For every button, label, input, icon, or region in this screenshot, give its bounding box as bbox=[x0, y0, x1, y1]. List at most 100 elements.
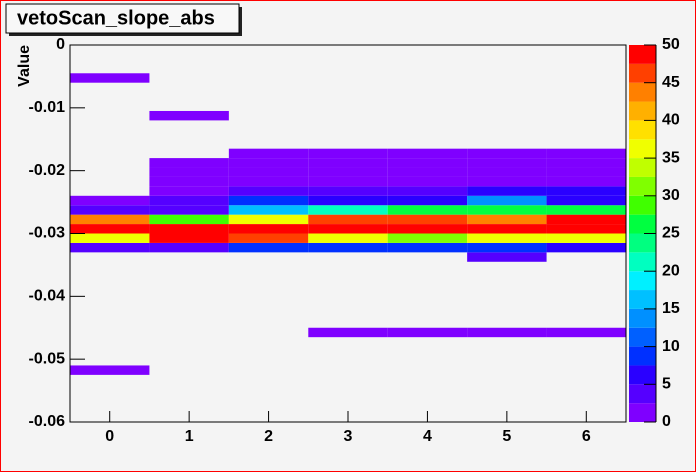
cell bbox=[228, 148, 309, 159]
palette-box bbox=[629, 327, 656, 347]
cell bbox=[387, 233, 468, 243]
cell bbox=[467, 148, 547, 159]
cell bbox=[387, 205, 468, 215]
cell bbox=[308, 158, 388, 168]
cell bbox=[387, 224, 468, 234]
palette-box bbox=[629, 308, 656, 328]
cell bbox=[467, 167, 547, 177]
cell bbox=[228, 176, 309, 187]
cell bbox=[70, 233, 150, 243]
cell bbox=[387, 176, 468, 187]
cell bbox=[546, 158, 626, 168]
z-tick-label: 5 bbox=[662, 376, 671, 393]
cell bbox=[308, 224, 388, 234]
cell bbox=[308, 214, 388, 225]
palette-box bbox=[629, 365, 656, 385]
cell bbox=[387, 167, 468, 177]
cell bbox=[308, 242, 388, 253]
cell bbox=[467, 214, 547, 225]
x-tick-label: 3 bbox=[344, 428, 353, 445]
cell bbox=[149, 214, 229, 225]
cell bbox=[149, 195, 229, 206]
z-tick-label: 0 bbox=[662, 413, 671, 430]
y-tick-label: -0.05 bbox=[29, 350, 66, 367]
z-tick-label: 40 bbox=[662, 112, 680, 129]
cell bbox=[387, 327, 468, 338]
y-tick-label: -0.06 bbox=[29, 413, 66, 430]
cell bbox=[149, 167, 229, 177]
z-tick-label: 50 bbox=[662, 36, 680, 53]
cell bbox=[387, 195, 468, 206]
cell bbox=[228, 158, 309, 168]
palette-box bbox=[629, 120, 656, 140]
cell bbox=[149, 242, 229, 253]
y-tick-label: -0.03 bbox=[29, 225, 66, 242]
z-tick-label: 30 bbox=[662, 187, 680, 204]
cell bbox=[546, 195, 626, 206]
palette-box bbox=[629, 45, 656, 64]
cell bbox=[546, 167, 626, 177]
palette-box bbox=[629, 271, 656, 291]
palette-box bbox=[629, 101, 656, 121]
x-tick-label: 0 bbox=[105, 428, 114, 445]
palette-box bbox=[629, 290, 656, 309]
cell bbox=[149, 158, 229, 168]
y-tick-label: -0.04 bbox=[29, 288, 66, 305]
x-tick-label: 4 bbox=[423, 428, 432, 445]
cell bbox=[387, 186, 468, 196]
cell bbox=[387, 158, 468, 168]
x-tick-label: 5 bbox=[502, 428, 511, 445]
cell bbox=[228, 233, 309, 243]
cell bbox=[308, 167, 388, 177]
x-tick-label: 1 bbox=[185, 428, 194, 445]
cell bbox=[467, 195, 547, 206]
cell bbox=[149, 110, 229, 121]
cell bbox=[308, 205, 388, 215]
cell bbox=[546, 242, 626, 253]
cell bbox=[308, 176, 388, 187]
cell bbox=[228, 205, 309, 215]
cell bbox=[308, 148, 388, 159]
palette-box bbox=[629, 63, 656, 83]
x-tick-label: 2 bbox=[264, 428, 273, 445]
cell bbox=[228, 242, 309, 253]
palette-box bbox=[629, 214, 656, 234]
cell bbox=[467, 252, 547, 262]
cell bbox=[546, 327, 626, 338]
cell bbox=[308, 195, 388, 206]
cell bbox=[149, 186, 229, 196]
cell bbox=[546, 233, 626, 243]
cell bbox=[228, 195, 309, 206]
cell bbox=[467, 327, 547, 338]
cell bbox=[308, 186, 388, 196]
cell bbox=[70, 73, 150, 83]
z-tick-label: 35 bbox=[662, 149, 680, 166]
z-tick-label: 10 bbox=[662, 338, 680, 355]
cell bbox=[308, 233, 388, 243]
z-tick-label: 15 bbox=[662, 300, 680, 317]
chart-title: vetoScan_slope_abs bbox=[17, 7, 215, 29]
cell bbox=[228, 224, 309, 234]
cell bbox=[70, 242, 150, 253]
palette-box bbox=[629, 346, 656, 366]
cell bbox=[70, 365, 150, 375]
cell bbox=[546, 148, 626, 159]
cell bbox=[149, 176, 229, 187]
z-tick-label: 45 bbox=[662, 74, 680, 91]
cell bbox=[546, 205, 626, 215]
cell bbox=[70, 205, 150, 215]
cell bbox=[70, 214, 150, 225]
palette-box bbox=[629, 158, 656, 177]
palette-box bbox=[629, 176, 656, 196]
cell bbox=[467, 233, 547, 243]
cell bbox=[467, 224, 547, 234]
cell bbox=[308, 327, 388, 338]
y-tick-label: -0.01 bbox=[29, 99, 66, 116]
y-tick-label: 0 bbox=[56, 36, 65, 53]
cell bbox=[387, 214, 468, 225]
cell bbox=[467, 176, 547, 187]
palette-box bbox=[629, 195, 656, 215]
z-tick-label: 20 bbox=[662, 262, 680, 279]
cell bbox=[546, 176, 626, 187]
